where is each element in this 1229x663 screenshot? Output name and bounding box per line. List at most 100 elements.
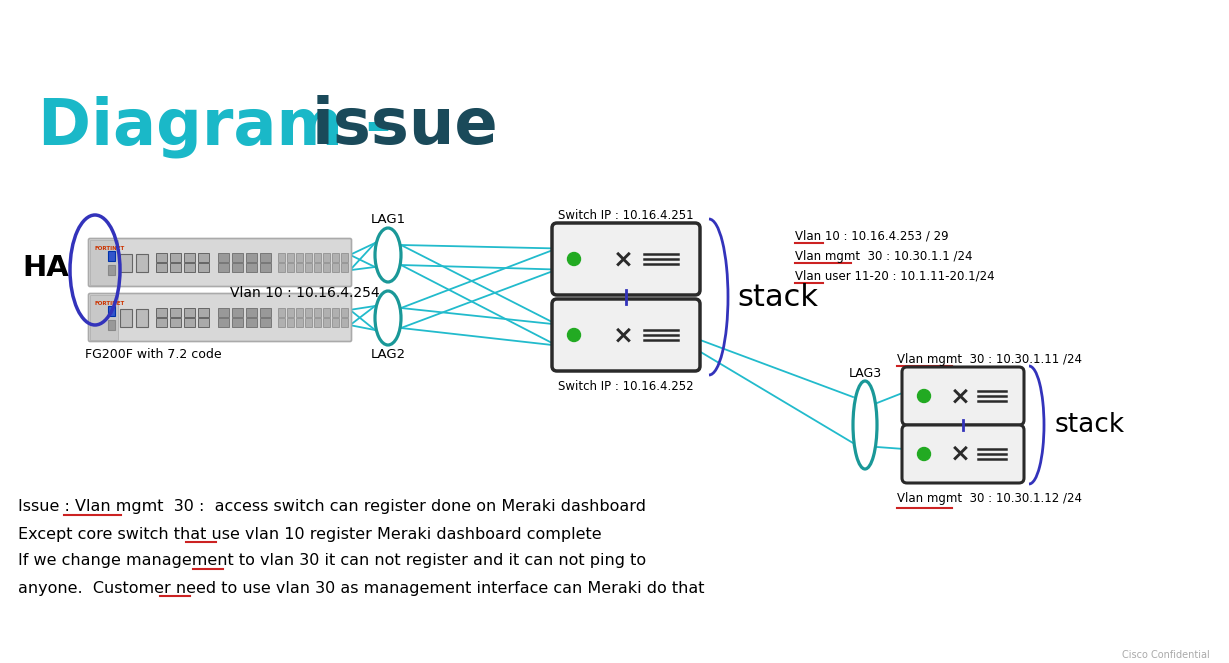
Bar xyxy=(170,253,181,261)
Bar xyxy=(170,308,181,316)
Bar xyxy=(184,263,195,272)
Bar xyxy=(288,308,294,316)
Bar xyxy=(108,251,116,261)
Text: LAG2: LAG2 xyxy=(370,347,406,361)
Text: Vlan 10 : 10.16.4.254: Vlan 10 : 10.16.4.254 xyxy=(230,286,380,300)
Text: FORTINET: FORTINET xyxy=(93,301,124,306)
Bar xyxy=(323,253,331,261)
Bar xyxy=(198,263,209,272)
Bar xyxy=(340,253,348,261)
Text: issue: issue xyxy=(312,95,499,157)
Circle shape xyxy=(918,448,930,461)
Bar xyxy=(261,308,272,316)
FancyBboxPatch shape xyxy=(88,294,351,341)
Bar xyxy=(296,253,304,261)
Bar xyxy=(323,263,331,272)
Text: anyone.  Customer need to use vlan 30 as management interface can Meraki do that: anyone. Customer need to use vlan 30 as … xyxy=(18,581,704,595)
Bar xyxy=(340,308,348,316)
Text: ×: × xyxy=(613,247,634,271)
Bar xyxy=(120,253,132,272)
Bar xyxy=(198,318,209,326)
Text: stack: stack xyxy=(1054,412,1125,438)
Text: Vlan user 11-20 : 10.1.11-20.1/24: Vlan user 11-20 : 10.1.11-20.1/24 xyxy=(795,269,994,282)
Text: FORTINET: FORTINET xyxy=(93,246,124,251)
Circle shape xyxy=(918,389,930,402)
Bar xyxy=(278,318,285,326)
Text: Issue : Vlan mgmt  30 :  access switch can register done on Meraki dashboard: Issue : Vlan mgmt 30 : access switch can… xyxy=(18,499,646,514)
Bar xyxy=(246,263,257,272)
Text: ×: × xyxy=(950,442,971,466)
Text: FG200F with 7.2 code: FG200F with 7.2 code xyxy=(85,347,221,361)
Bar xyxy=(288,253,294,261)
Bar xyxy=(296,263,304,272)
Bar xyxy=(332,318,339,326)
Bar xyxy=(232,308,243,316)
Bar xyxy=(218,263,229,272)
Bar xyxy=(305,263,312,272)
Circle shape xyxy=(568,328,580,341)
Text: Vlan mgmt  30 : 10.30.1.11 /24: Vlan mgmt 30 : 10.30.1.11 /24 xyxy=(897,353,1082,365)
Bar xyxy=(232,263,243,272)
Text: Vlan mgmt  30 : 10.30.1.12 /24: Vlan mgmt 30 : 10.30.1.12 /24 xyxy=(897,492,1082,505)
Bar xyxy=(108,306,116,316)
Bar xyxy=(278,308,285,316)
Bar xyxy=(170,318,181,326)
Text: stack: stack xyxy=(737,282,819,312)
Bar xyxy=(313,253,321,261)
Bar xyxy=(156,263,167,272)
Text: ×: × xyxy=(950,384,971,408)
Bar xyxy=(246,318,257,326)
Bar xyxy=(323,318,331,326)
Bar xyxy=(218,308,229,316)
Bar xyxy=(323,308,331,316)
Text: Vlan 10 : 10.16.4.253 / 29: Vlan 10 : 10.16.4.253 / 29 xyxy=(795,229,949,243)
Bar xyxy=(246,308,257,316)
Bar xyxy=(136,308,147,326)
Bar xyxy=(170,263,181,272)
Text: ×: × xyxy=(613,323,634,347)
Bar xyxy=(184,253,195,261)
Bar xyxy=(156,308,167,316)
Bar xyxy=(246,253,257,261)
Text: Switch IP : 10.16.4.251: Switch IP : 10.16.4.251 xyxy=(558,208,694,221)
Bar xyxy=(184,308,195,316)
Bar xyxy=(156,318,167,326)
Text: Except core switch that use vlan 10 register Meraki dashboard complete: Except core switch that use vlan 10 regi… xyxy=(18,526,602,542)
Bar xyxy=(296,308,304,316)
FancyBboxPatch shape xyxy=(902,425,1024,483)
Bar xyxy=(261,263,272,272)
FancyBboxPatch shape xyxy=(902,367,1024,425)
Bar xyxy=(305,308,312,316)
Text: Cisco Confidential: Cisco Confidential xyxy=(1122,650,1211,660)
Text: LAG1: LAG1 xyxy=(370,213,406,225)
Bar xyxy=(278,263,285,272)
Bar xyxy=(184,318,195,326)
Bar xyxy=(340,318,348,326)
Bar xyxy=(332,253,339,261)
Bar xyxy=(232,253,243,261)
FancyBboxPatch shape xyxy=(552,299,701,371)
Bar xyxy=(108,320,116,330)
Bar xyxy=(120,308,132,326)
Bar xyxy=(340,263,348,272)
Text: If we change management to vlan 30 it can not register and it can not ping to: If we change management to vlan 30 it ca… xyxy=(18,554,646,568)
Bar xyxy=(313,263,321,272)
Text: Vlan mgmt  30 : 10.30.1.1 /24: Vlan mgmt 30 : 10.30.1.1 /24 xyxy=(795,249,972,263)
Bar xyxy=(305,318,312,326)
Bar xyxy=(218,253,229,261)
Bar xyxy=(198,308,209,316)
Text: LAG3: LAG3 xyxy=(848,367,881,379)
Bar xyxy=(332,308,339,316)
Text: Switch IP : 10.16.4.252: Switch IP : 10.16.4.252 xyxy=(558,380,694,393)
Bar xyxy=(232,318,243,326)
Bar xyxy=(278,253,285,261)
Text: HA: HA xyxy=(22,254,69,282)
Bar xyxy=(218,318,229,326)
Bar xyxy=(305,253,312,261)
FancyBboxPatch shape xyxy=(552,223,701,295)
Bar xyxy=(136,253,147,272)
Bar xyxy=(332,263,339,272)
Bar xyxy=(108,265,116,274)
Bar xyxy=(90,295,118,340)
Bar xyxy=(261,318,272,326)
